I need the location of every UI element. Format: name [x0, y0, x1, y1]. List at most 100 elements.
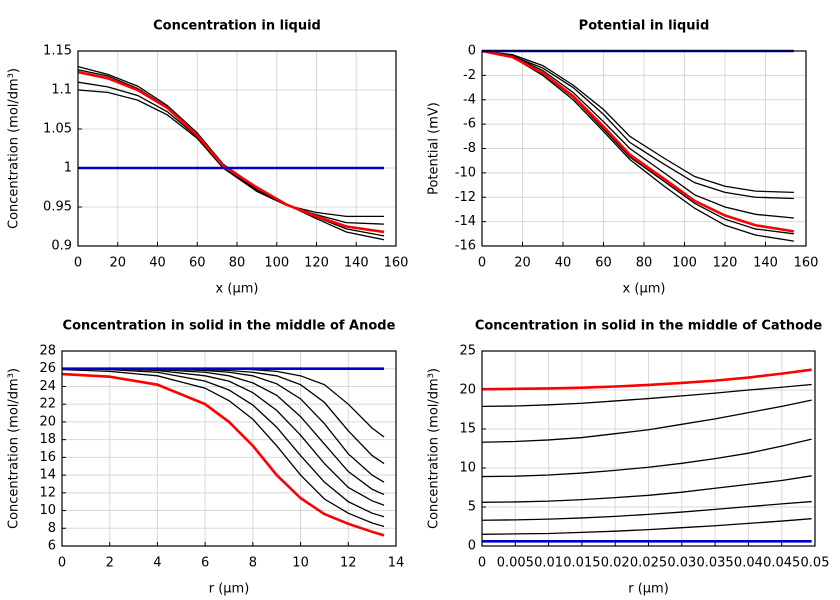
y-tick-label: 10	[39, 503, 56, 518]
data-line	[61, 368, 385, 518]
x-tick-label: 0	[478, 556, 486, 571]
x-tick-label: 0.03	[667, 556, 696, 571]
plot-frame	[481, 350, 816, 547]
y-tick-label: 0.9	[51, 239, 72, 254]
x-tick-label: 0	[478, 256, 486, 271]
y-tick-label: 22	[39, 397, 56, 412]
x-tick-label: 0.045	[763, 556, 800, 571]
data-line	[62, 368, 385, 483]
y-tick-label: 28	[39, 344, 56, 359]
data-line	[481, 475, 812, 503]
y-tick-label: 18	[39, 432, 56, 447]
y-tick-label: 15	[459, 422, 476, 437]
chart-title: Concentration in solid in the middle of …	[475, 319, 823, 334]
y-tick-label: 1.15	[43, 44, 72, 59]
x-axis-label: r (µm)	[209, 582, 250, 597]
x-tick-label: 8	[249, 556, 257, 571]
data-line	[61, 368, 385, 528]
y-tick-label: -12	[455, 190, 476, 205]
y-tick-label: -6	[463, 117, 476, 132]
data-line	[481, 49, 795, 233]
chart-title: Concentration in solid in the middle of …	[63, 319, 396, 334]
data-line	[481, 399, 812, 443]
x-tick-label: 0	[58, 556, 66, 571]
x-tick-label: 10	[292, 556, 309, 571]
x-tick-label: 120	[304, 256, 329, 271]
x-tick-label: 0.025	[630, 556, 667, 571]
y-tick-label: 20	[459, 383, 476, 398]
x-tick-label: 4	[153, 556, 161, 571]
y-tick-label: 6	[48, 539, 56, 554]
y-tick-label: 20	[39, 414, 56, 429]
y-tick-label: -4	[463, 92, 476, 107]
subplot: Concentration in solid in the middle of …	[427, 319, 830, 597]
x-tick-label: 2	[106, 556, 114, 571]
y-tick-label: 8	[48, 521, 56, 536]
y-tick-label: 1.1	[51, 83, 72, 98]
chart-title: Concentration in liquid	[153, 19, 321, 34]
y-tick-label: 1	[64, 161, 72, 176]
y-tick-label: 14	[39, 468, 56, 483]
data-line	[481, 50, 794, 200]
x-tick-label: 0.01	[534, 556, 563, 571]
x-tick-label: 40	[149, 256, 166, 271]
data-line	[481, 368, 812, 391]
subplot: Potential in liquid 0 20 40 60 80 100 120 140 160…	[427, 19, 819, 297]
y-axis-label: Concentration (mol/dm³)	[7, 368, 22, 529]
x-tick-label: 0.02	[601, 556, 630, 571]
x-axis-label: x (µm)	[623, 282, 666, 297]
data-line	[77, 70, 385, 234]
y-tick-label: 0	[468, 539, 476, 554]
x-tick-label: 80	[636, 256, 653, 271]
y-tick-label: -16	[455, 239, 476, 254]
data-line	[77, 89, 385, 218]
y-tick-label: 0	[468, 44, 476, 59]
data-line	[61, 372, 385, 537]
x-axis-label: x (µm)	[216, 282, 259, 297]
plot-frame	[481, 50, 807, 247]
x-tick-label: 120	[713, 256, 738, 271]
subplot: Concentration in liquid 0 20 40 60 80 100 120 14…	[7, 19, 409, 297]
x-tick-label: 100	[672, 256, 697, 271]
y-tick-label: -10	[455, 165, 476, 180]
y-axis-label: Concentration (mol/dm³)	[7, 68, 22, 229]
x-tick-label: 0.04	[734, 556, 763, 571]
x-tick-label: 100	[264, 256, 289, 271]
y-tick-label: -14	[455, 214, 476, 229]
x-tick-label: 140	[344, 256, 369, 271]
y-tick-label: 16	[39, 450, 56, 465]
data-line	[481, 50, 794, 235]
x-tick-label: 160	[384, 256, 409, 271]
y-tick-label: 26	[39, 361, 56, 376]
x-tick-label: 80	[229, 256, 246, 271]
y-tick-label: 24	[39, 379, 56, 394]
x-tick-label: 12	[340, 556, 357, 571]
x-axis-label: r (µm)	[628, 582, 669, 597]
y-tick-label: -8	[463, 141, 476, 156]
y-tick-label: 25	[459, 344, 476, 359]
x-tick-label: 0.005	[497, 556, 534, 571]
data-line	[481, 500, 812, 521]
data-line	[481, 50, 794, 242]
data-line	[481, 50, 794, 219]
data-line	[62, 368, 385, 438]
x-tick-label: 40	[555, 256, 572, 271]
data-line	[481, 438, 812, 478]
chart-title: Potential in liquid	[579, 19, 710, 34]
data-line	[62, 368, 385, 506]
x-tick-label: 14	[388, 556, 405, 571]
x-tick-label: 0	[74, 256, 82, 271]
x-tick-label: 60	[189, 256, 206, 271]
x-tick-label: 0.015	[563, 556, 600, 571]
y-tick-label: 5	[468, 500, 476, 515]
y-axis-label: Concentration (mol/dm³)	[427, 368, 442, 529]
x-tick-label: 0.035	[696, 556, 733, 571]
plot-frame	[61, 350, 397, 547]
plot-frame	[77, 50, 397, 247]
y-tick-label: 0.95	[43, 200, 72, 215]
y-tick-label: 1.05	[43, 122, 72, 137]
x-tick-label: 0.05	[801, 556, 830, 571]
y-tick-label: 12	[39, 485, 56, 500]
data-line	[77, 65, 385, 241]
